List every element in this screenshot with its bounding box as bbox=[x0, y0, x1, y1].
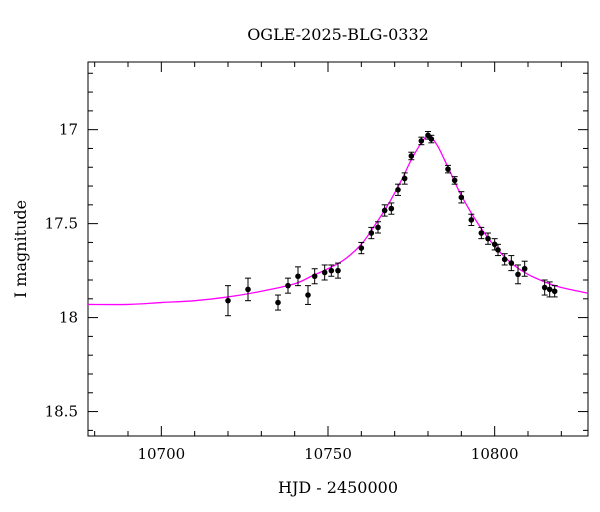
axis-ticks bbox=[88, 62, 588, 436]
data-point bbox=[451, 177, 458, 184]
data-point bbox=[225, 297, 231, 304]
data-point bbox=[311, 273, 318, 280]
y-tick-label: 18.5 bbox=[45, 403, 78, 421]
data-point bbox=[491, 241, 498, 248]
x-tick-label: 10700 bbox=[137, 445, 185, 463]
data-point bbox=[375, 224, 381, 231]
data-point bbox=[285, 282, 291, 289]
axis-tick-labels: 10700 10750 10800 17 17.5 18 18.5 bbox=[45, 121, 519, 463]
data-point bbox=[515, 271, 521, 278]
data-point bbox=[388, 205, 395, 212]
data-point bbox=[401, 175, 408, 182]
data-point bbox=[395, 186, 401, 193]
data-point bbox=[485, 235, 491, 242]
data-point bbox=[418, 138, 425, 144]
data-point bbox=[305, 292, 311, 298]
model-curve bbox=[87, 134, 589, 306]
data-point bbox=[328, 267, 335, 274]
data-point bbox=[468, 217, 475, 223]
data-point bbox=[335, 267, 341, 274]
data-point bbox=[408, 153, 415, 159]
data-point bbox=[358, 245, 365, 251]
data-point bbox=[275, 299, 281, 306]
x-tick-label: 10800 bbox=[471, 445, 519, 463]
data-point bbox=[546, 286, 553, 293]
y-tick-label: 17.5 bbox=[45, 215, 78, 233]
y-tick-label: 18 bbox=[59, 309, 78, 327]
data-point bbox=[321, 269, 328, 276]
chart-title: OGLE-2025-BLG-0332 bbox=[247, 25, 429, 44]
y-tick-label: 17 bbox=[59, 121, 78, 139]
data-points bbox=[225, 131, 558, 317]
data-point bbox=[381, 207, 388, 214]
data-point bbox=[458, 194, 465, 201]
data-point bbox=[445, 166, 451, 172]
data-point bbox=[495, 247, 501, 253]
data-point bbox=[428, 136, 435, 142]
data-point bbox=[295, 273, 301, 280]
y-axis-title: I magnitude bbox=[11, 200, 30, 298]
data-point bbox=[541, 284, 548, 291]
plot-frame bbox=[87, 61, 589, 437]
data-point bbox=[478, 230, 485, 236]
x-tick-label: 10750 bbox=[304, 445, 352, 463]
data-point bbox=[508, 260, 515, 266]
data-point bbox=[245, 286, 251, 293]
data-point bbox=[551, 288, 558, 295]
data-point bbox=[501, 256, 508, 263]
x-axis-title: HJD - 2450000 bbox=[278, 478, 398, 497]
data-point bbox=[425, 132, 431, 139]
data-point bbox=[521, 265, 528, 272]
data-point bbox=[368, 230, 375, 236]
